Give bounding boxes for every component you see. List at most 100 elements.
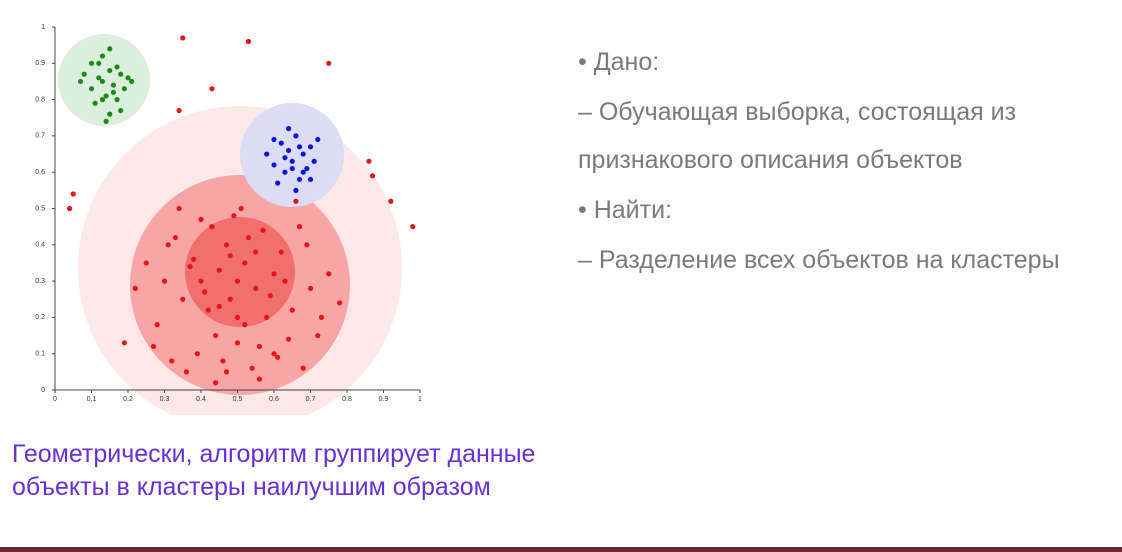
y-tick-label: 0.3 bbox=[35, 278, 45, 285]
point bbox=[275, 354, 281, 360]
point bbox=[107, 111, 113, 117]
point bbox=[198, 278, 204, 284]
point bbox=[176, 107, 182, 114]
point bbox=[165, 242, 171, 248]
point bbox=[296, 144, 303, 150]
point bbox=[176, 205, 182, 212]
point bbox=[187, 263, 193, 270]
x-tick-label: 0.8 bbox=[342, 396, 352, 403]
x-tick-label: 0.6 bbox=[269, 396, 279, 403]
point bbox=[202, 289, 208, 295]
point bbox=[96, 75, 102, 81]
point bbox=[271, 351, 277, 357]
point bbox=[118, 107, 124, 114]
point bbox=[326, 60, 332, 66]
caption: Геометрически, алгоритм группирует данны… bbox=[12, 440, 536, 501]
x-tick-label: 1 bbox=[418, 396, 422, 403]
y-tick-label: 1 bbox=[41, 24, 45, 31]
point bbox=[114, 97, 120, 103]
point bbox=[388, 198, 394, 204]
point bbox=[92, 100, 98, 106]
point bbox=[275, 180, 281, 186]
point bbox=[293, 133, 299, 139]
point bbox=[70, 191, 76, 197]
point bbox=[282, 278, 288, 284]
point bbox=[223, 242, 230, 248]
point bbox=[260, 227, 266, 233]
point bbox=[318, 314, 325, 320]
point bbox=[289, 165, 295, 172]
point bbox=[282, 155, 288, 161]
point bbox=[242, 260, 248, 266]
point bbox=[191, 256, 197, 262]
point bbox=[289, 307, 295, 313]
point bbox=[154, 322, 160, 328]
point bbox=[256, 343, 262, 350]
point bbox=[227, 253, 233, 259]
point bbox=[81, 71, 87, 77]
point bbox=[234, 278, 241, 284]
point bbox=[296, 176, 303, 183]
point bbox=[307, 144, 314, 150]
point bbox=[121, 86, 127, 92]
point bbox=[264, 151, 270, 157]
point bbox=[337, 300, 343, 306]
point bbox=[132, 285, 138, 291]
point bbox=[410, 224, 416, 230]
y-tick-label: 0.2 bbox=[35, 314, 45, 321]
point bbox=[213, 380, 219, 386]
x-tick-label: 0.4 bbox=[196, 396, 206, 403]
point bbox=[77, 78, 84, 85]
point bbox=[253, 249, 259, 255]
bullet: • Дано: bbox=[578, 48, 660, 76]
point bbox=[267, 293, 273, 299]
point bbox=[121, 340, 127, 346]
point bbox=[278, 140, 284, 146]
point bbox=[88, 86, 95, 92]
point bbox=[110, 89, 116, 95]
point bbox=[271, 162, 277, 168]
point bbox=[180, 296, 186, 302]
point bbox=[300, 365, 306, 371]
point bbox=[150, 343, 157, 350]
point bbox=[264, 314, 270, 320]
point bbox=[205, 307, 211, 313]
point bbox=[300, 151, 306, 157]
point bbox=[304, 165, 310, 172]
point bbox=[96, 60, 102, 66]
point bbox=[99, 97, 106, 103]
point bbox=[245, 38, 252, 45]
cluster-halo bbox=[185, 217, 295, 327]
point bbox=[88, 60, 95, 66]
point bbox=[289, 158, 295, 164]
point bbox=[180, 35, 186, 41]
point bbox=[209, 224, 215, 230]
point bbox=[107, 67, 113, 74]
x-tick-label: 0.9 bbox=[379, 396, 389, 403]
y-tick-label: 0.9 bbox=[35, 60, 45, 67]
point bbox=[271, 271, 277, 277]
point bbox=[183, 369, 189, 375]
point bbox=[238, 205, 244, 212]
point bbox=[216, 303, 222, 310]
point bbox=[110, 82, 116, 88]
bullet-list: • Дано: – Обучающая выборка, состоящая из… bbox=[578, 38, 1098, 286]
point bbox=[231, 213, 237, 219]
point bbox=[99, 53, 106, 59]
point bbox=[198, 216, 204, 222]
point bbox=[256, 376, 262, 382]
point bbox=[114, 64, 120, 70]
point bbox=[103, 118, 109, 124]
point bbox=[369, 173, 376, 179]
point bbox=[220, 358, 226, 364]
point bbox=[278, 249, 284, 255]
point bbox=[253, 285, 259, 291]
point bbox=[315, 332, 321, 339]
x-tick-label: 0 bbox=[53, 396, 57, 403]
x-tick-label: 0.3 bbox=[160, 396, 170, 403]
y-tick-label: 0.7 bbox=[35, 133, 45, 140]
y-tick-label: 0.4 bbox=[35, 242, 45, 249]
point bbox=[129, 78, 135, 85]
point bbox=[293, 198, 299, 204]
y-tick-label: 0.5 bbox=[35, 205, 45, 212]
